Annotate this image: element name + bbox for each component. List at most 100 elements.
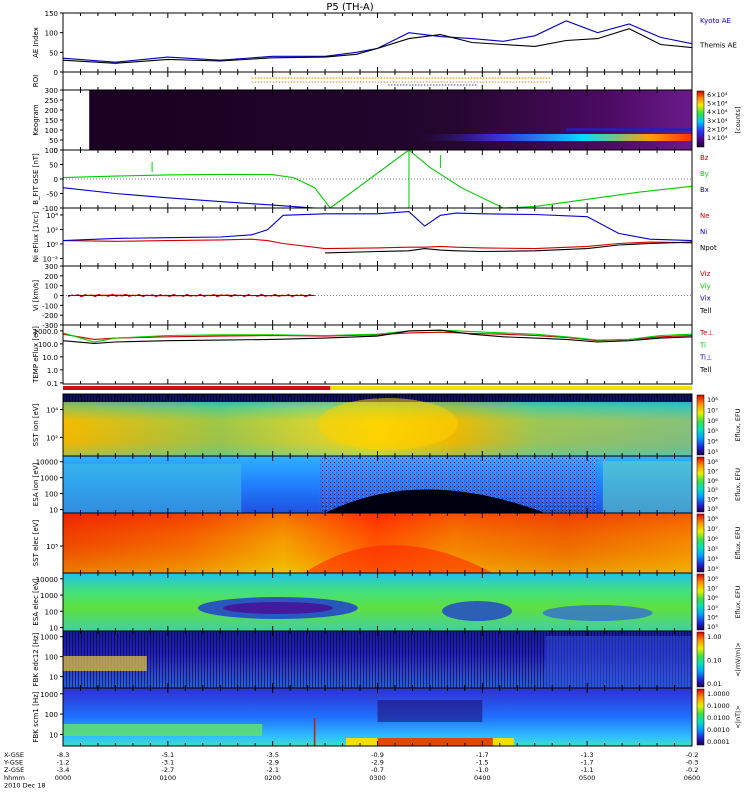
y-tick-label-velocity: 200 <box>45 273 58 281</box>
x-axis-value-x: -0.9 <box>371 751 384 759</box>
sst-elec-peak <box>304 545 493 573</box>
x-axis-value-time: 0500 <box>579 774 596 782</box>
legend-velocity-0: Viz <box>700 270 711 278</box>
esa-ion-right <box>602 461 692 513</box>
y-tick-label-bfield: 0 <box>54 176 58 184</box>
y-tick-label-keogram: 200 <box>45 107 58 115</box>
y-tick-label-velocity: -300 <box>42 322 58 330</box>
legend-density-0: Ne <box>700 212 710 220</box>
colorbar-tick-esa-ion: 10⁶ <box>707 477 718 485</box>
colorbar-tick-esa-ion: 10³ <box>707 505 718 513</box>
colorbar-esa-elec <box>696 573 705 631</box>
y-tick-label-esa-ion: 10 <box>49 507 58 515</box>
y-axis-label-esa-elec: ESA elec [eV] <box>32 578 40 625</box>
series-group-ae <box>63 20 692 64</box>
legend-velocity-1: Viy <box>700 282 711 290</box>
legend-density-1: Ni <box>700 228 707 236</box>
x-axis-value-z: -0.7 <box>371 766 384 774</box>
y-tick-label-sst-ion: 10⁴ <box>46 407 58 415</box>
legend-velocity-2: Vix <box>700 295 711 303</box>
colorbar-tick-fbk-e: 1.00 <box>707 633 721 641</box>
colorbar-tick-sst-elec: 10⁷ <box>707 525 718 533</box>
y-tick-label-esa-elec: 10 <box>49 625 58 633</box>
fbk-e-right <box>545 636 692 688</box>
x-axis-value-y: -0.3 <box>686 759 699 767</box>
mode-bar-red <box>63 386 331 390</box>
spectrogram-esa-elec <box>63 573 692 631</box>
colorbar-tick-sst-elec: 10³ <box>707 565 718 573</box>
x-axis-row-label: X-GSE <box>4 751 24 759</box>
x-axis-value-y: -2.9 <box>266 759 279 767</box>
y-tick-label-fbk-e: 10 <box>49 674 58 682</box>
series-line-ae-0 <box>63 20 692 63</box>
x-axis-value-z: -2.1 <box>266 766 279 774</box>
legend-temperature-3: Tell <box>699 366 711 374</box>
spectrogram-sst-elec <box>63 513 692 573</box>
x-axis-row-label: hhmm <box>4 774 25 782</box>
y-tick-label-esa-ion: 10000 <box>36 459 58 467</box>
legend-temperature-1: Ti <box>699 341 706 349</box>
y-axis-label-ae: AE Index <box>32 27 40 58</box>
colorbar-fbk-b <box>696 688 705 746</box>
y-tick-label-esa-elec: 100 <box>45 608 58 616</box>
panel-bg-ae <box>63 13 692 72</box>
x-axis-value-z: -1.0 <box>476 766 489 774</box>
x-axis-value-y: -1.5 <box>476 759 489 767</box>
x-axis-value-z: -0.2 <box>686 766 699 774</box>
legend-ae-0: Kyoto AE <box>700 17 731 25</box>
y-tick-label-fbk-e: 1000 <box>40 634 58 642</box>
y-tick-label-fbk-e: 100 <box>45 654 58 662</box>
y-tick-label-temperature: 10.0 <box>42 354 58 362</box>
y-axis-label-fbk-b: FBK scm1 [Hz] <box>32 691 40 742</box>
spectrogram-fbk-e <box>63 631 692 688</box>
y-tick-label-keogram: 50 <box>49 137 58 145</box>
x-axis-value-time: 0400 <box>474 774 491 782</box>
y-axis-label-sst-elec: SST elec [eV] <box>32 519 40 566</box>
legend-bfield-2: Bx <box>700 186 709 194</box>
y-tick-label-temperature: 100.0 <box>38 341 58 349</box>
esa-elec-lobe-1-core <box>222 602 333 614</box>
y-tick-label-bfield: 50 <box>49 162 58 170</box>
colorbar-tick-esa-elec: 10⁴ <box>707 613 718 621</box>
x-axis-value-z: -3.4 <box>57 766 70 774</box>
legend-density-2: Npot <box>700 244 717 252</box>
x-axis-value-y: -3.1 <box>161 759 174 767</box>
colorbar-tick-sst-ion: 10³ <box>707 448 718 456</box>
colorbar-tick-esa-ion: 10⁸ <box>707 458 718 466</box>
series-line-density-2 <box>325 241 692 254</box>
x-axis-value-x: -1.3 <box>581 751 594 759</box>
panel-bg-density <box>63 208 692 266</box>
x-axis-value-x: -0.2 <box>686 751 699 759</box>
x-axis-value-x: -8.3 <box>57 751 70 759</box>
fbk-b-red <box>377 738 493 746</box>
keogram-colorbar-tick: 3×10⁴ <box>707 117 728 125</box>
y-axis-label-keogram: Keogram <box>32 104 40 135</box>
legend-temperature-2: Ti⊥ <box>699 354 712 362</box>
series-group-density <box>63 211 692 254</box>
y-tick-label-esa-elec: 10000 <box>36 576 58 584</box>
keogram-arc-upper <box>566 128 692 131</box>
colorbar-label-fbk-e: <|mV/m|> <box>734 642 742 677</box>
esa-elec-base <box>63 573 692 631</box>
y-tick-label-ae: 0 <box>54 69 58 77</box>
colorbar-tick-sst-ion: 10⁵ <box>707 427 718 435</box>
fbk-e-low-warm <box>63 656 147 671</box>
y-axis-label-sst-ion: SST ion [eV] <box>32 403 40 446</box>
colorbar-tick-sst-elec: 10⁴ <box>707 555 718 563</box>
y-axis-label-density: Ni eFlux [1/cc] <box>32 212 40 263</box>
colorbar-tick-esa-elec: 10⁸ <box>707 575 718 583</box>
y-tick-label-esa-elec: 1000 <box>40 592 58 600</box>
y-tick-label-esa-ion: 100 <box>45 491 58 499</box>
keogram-colorbar-tick: 4×10⁴ <box>707 108 728 116</box>
colorbar-label-fbk-b: <|nT|> <box>734 705 742 728</box>
mode-bar-yellow <box>330 386 692 390</box>
colorbar-tick-fbk-b: 0.0100 <box>707 714 730 722</box>
plot-title: P5 (TH-A) <box>326 2 373 13</box>
colorbar-tick-fbk-e: 0.01 <box>707 680 721 688</box>
colorbar-label-esa-ion: Eflux, EFU <box>734 468 742 501</box>
fbk-b-dark <box>377 700 483 722</box>
y-axis-label-fbk-e: FBK edc12 [Hz] <box>32 632 40 686</box>
velocity-noise <box>67 293 314 298</box>
y-tick-label-fbk-b: 1000 <box>40 691 58 699</box>
